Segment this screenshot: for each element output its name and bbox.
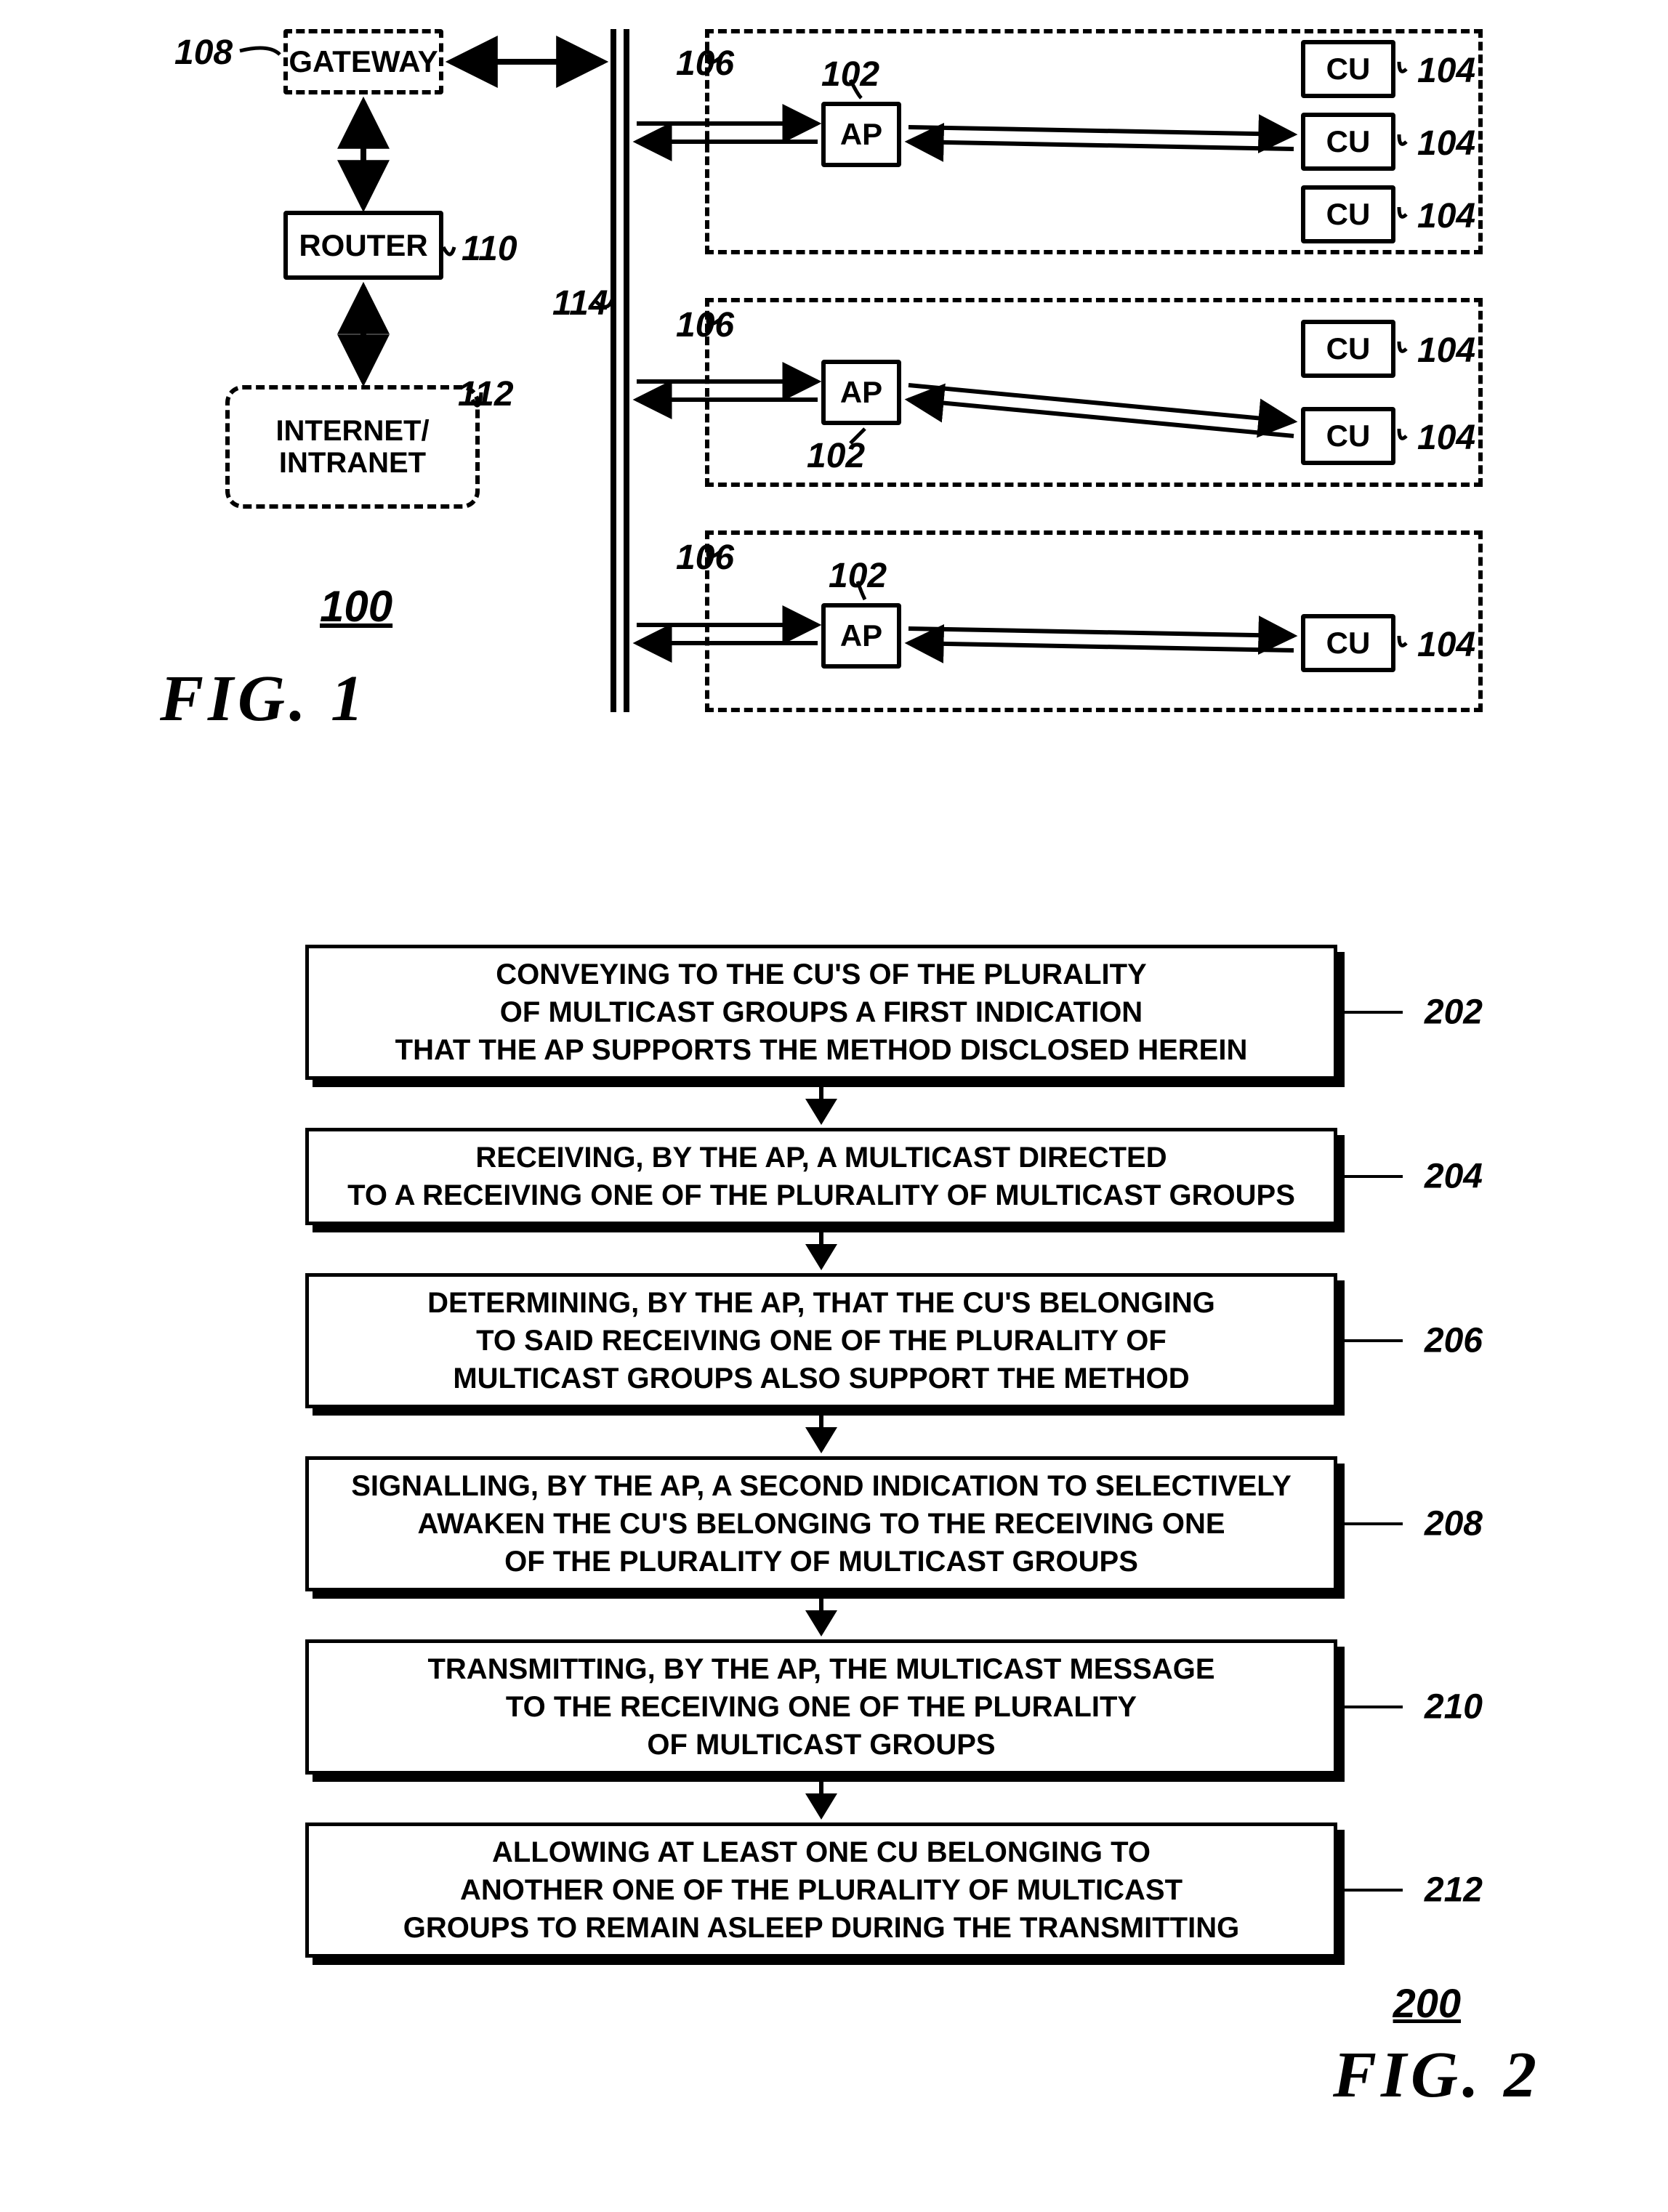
label-114: 114 (552, 283, 608, 323)
cu-box: CU (1301, 614, 1395, 672)
label-102: 102 (821, 55, 879, 94)
flow-box: SIGNALLING, BY THE AP, A SECOND INDICATI… (305, 1456, 1337, 1591)
flow-box: DETERMINING, BY THE AP, THAT THE CU'S BE… (305, 1273, 1337, 1408)
flow-arrowhead (805, 1610, 837, 1636)
label-106: 106 (676, 44, 734, 84)
leader-line (1345, 1175, 1403, 1178)
label-106: 106 (676, 538, 734, 578)
ap-box-1: AP (821, 102, 901, 167)
label-104: 104 (1417, 51, 1475, 91)
bus-line (611, 29, 616, 712)
cu-box: CU (1301, 185, 1395, 243)
step-label: 210 (1425, 1687, 1483, 1727)
cu-box: CU (1301, 407, 1395, 465)
internet-box: INTERNET/ INTRANET (225, 385, 480, 509)
label-104: 104 (1417, 124, 1475, 164)
internet-label: INTERNET/ INTRANET (275, 415, 429, 479)
leader-line (1345, 1011, 1403, 1014)
cu-box: CU (1301, 320, 1395, 378)
figure-2: CONVEYING TO THE CU'S OF THE PLURALITY O… (131, 945, 1512, 2125)
router-label: ROUTER (299, 228, 427, 263)
label-104: 104 (1417, 625, 1475, 665)
label-104: 104 (1417, 331, 1475, 371)
flow-box: ALLOWING AT LEAST ONE CU BELONGING TO AN… (305, 1823, 1337, 1958)
leader-line (1345, 1522, 1403, 1525)
gateway-label: GATEWAY (289, 44, 438, 79)
flow-arrowhead (805, 1099, 837, 1125)
leader-line (1345, 1339, 1403, 1342)
fig2-title: FIG. 2 (1333, 2038, 1541, 2112)
label-100: 100 (320, 581, 392, 631)
step-label: 202 (1425, 993, 1483, 1033)
router-box: ROUTER (283, 211, 443, 280)
leader-line (1345, 1706, 1403, 1708)
flow-step: RECEIVING, BY THE AP, A MULTICAST DIRECT… (305, 1128, 1337, 1225)
label-104: 104 (1417, 418, 1475, 458)
page: GATEWAY 108 ROUTER 110 INTERNET/ INTRANE… (29, 29, 1639, 2125)
step-label: 204 (1425, 1157, 1483, 1197)
label-102: 102 (807, 436, 865, 476)
flow-step: SIGNALLING, BY THE AP, A SECOND INDICATI… (305, 1456, 1337, 1591)
cu-box: CU (1301, 113, 1395, 171)
fig2-footer: 200FIG. 2 (305, 1979, 1337, 2125)
ap-box-3: AP (821, 603, 901, 669)
flow-arrowhead (805, 1244, 837, 1270)
flow-arrowhead (805, 1427, 837, 1453)
flow-step: ALLOWING AT LEAST ONE CU BELONGING TO AN… (305, 1823, 1337, 1958)
flow-arrowhead (805, 1793, 837, 1820)
label-110: 110 (462, 229, 517, 269)
flow-box: RECEIVING, BY THE AP, A MULTICAST DIRECT… (305, 1128, 1337, 1225)
flow-step: TRANSMITTING, BY THE AP, THE MULTICAST M… (305, 1639, 1337, 1775)
label-200: 200 (1393, 1979, 1461, 2027)
label-104: 104 (1417, 196, 1475, 236)
step-label: 208 (1425, 1504, 1483, 1544)
step-label: 212 (1425, 1870, 1483, 1910)
label-106: 106 (676, 305, 734, 345)
step-label: 206 (1425, 1321, 1483, 1361)
gateway-box: GATEWAY (283, 29, 443, 94)
label-102: 102 (829, 556, 887, 596)
flow-box: CONVEYING TO THE CU'S OF THE PLURALITY O… (305, 945, 1337, 1080)
label-112: 112 (458, 374, 514, 414)
label-108: 108 (174, 33, 233, 73)
fig1-title: FIG. 1 (160, 661, 368, 736)
ap-box-2: AP (821, 360, 901, 425)
flow-step: DETERMINING, BY THE AP, THAT THE CU'S BE… (305, 1273, 1337, 1408)
bus-line-2 (624, 29, 629, 712)
figure-1: GATEWAY 108 ROUTER 110 INTERNET/ INTRANE… (131, 29, 1512, 756)
flow-step: CONVEYING TO THE CU'S OF THE PLURALITY O… (305, 945, 1337, 1080)
cu-box: CU (1301, 40, 1395, 98)
flow-box: TRANSMITTING, BY THE AP, THE MULTICAST M… (305, 1639, 1337, 1775)
leader-line (1345, 1889, 1403, 1892)
